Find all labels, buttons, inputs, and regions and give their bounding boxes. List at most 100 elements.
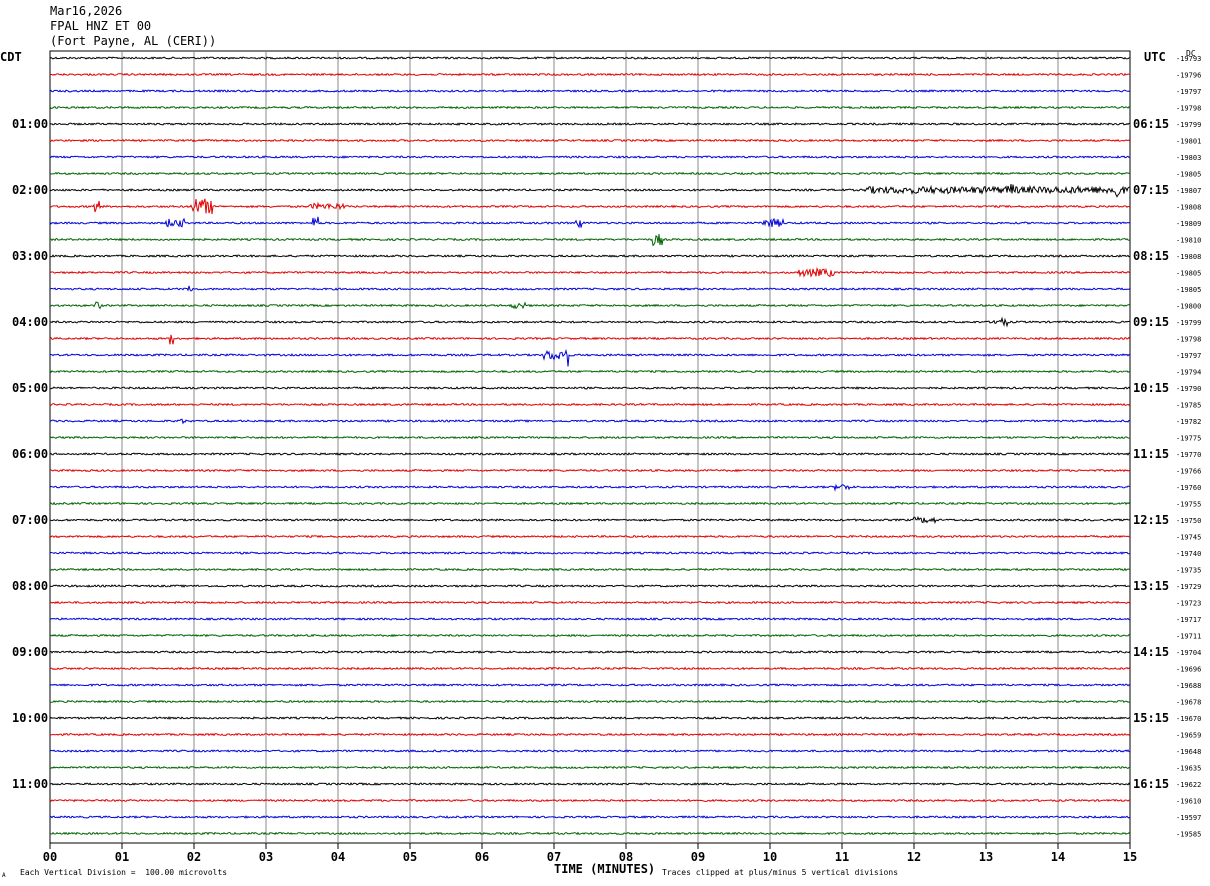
header-station: FPAL HNZ ET 00 — [50, 19, 152, 33]
dc-offset-label: -19797 — [1176, 352, 1201, 360]
dc-offset-label: -19807 — [1176, 187, 1201, 195]
seismic-trace — [49, 683, 1131, 687]
seismic-trace — [49, 316, 1131, 328]
seismic-trace — [49, 198, 1131, 215]
right-time-label: 14:15 — [1133, 645, 1169, 659]
seismic-trace — [49, 418, 1131, 425]
seismic-trace — [49, 650, 1131, 654]
seismic-trace — [49, 567, 1130, 572]
dc-offset-label: -19610 — [1176, 798, 1201, 806]
seismic-trace — [49, 184, 1130, 198]
dc-offset-label: -19805 — [1176, 171, 1201, 179]
x-tick-label: 13 — [979, 850, 993, 864]
right-time-label: 06:15 — [1133, 117, 1169, 131]
dc-offset-label: -19597 — [1176, 814, 1201, 822]
left-time-label: 01:00 — [12, 117, 48, 131]
dc-offset-label: -19735 — [1176, 567, 1201, 575]
dc-offset-label: -19800 — [1176, 303, 1201, 311]
seismic-trace — [49, 584, 1131, 588]
seismic-trace — [49, 89, 1131, 93]
dc-offset-label: -19794 — [1176, 369, 1201, 377]
clip-note: Traces clipped at plus/minus 5 vertical … — [662, 868, 899, 877]
dc-offset-label: -19785 — [1176, 402, 1201, 410]
left-time-label: 11:00 — [12, 777, 48, 791]
dc-offset-label: -19740 — [1176, 550, 1201, 558]
x-tick-label: 07 — [547, 850, 561, 864]
right-time-label: 15:15 — [1133, 711, 1169, 725]
seismic-trace — [49, 402, 1131, 407]
x-tick-label: 04 — [331, 850, 345, 864]
header-date: Mar16,2026 — [50, 4, 123, 18]
seismic-trace — [49, 266, 1131, 278]
left-time-label: 03:00 — [12, 249, 48, 263]
dc-offset-label: -19808 — [1176, 204, 1201, 212]
x-axis-title: TIME (MINUTES) — [554, 862, 656, 876]
dc-offset-label: -19696 — [1176, 666, 1201, 674]
dc-offset-label: -19585 — [1176, 831, 1201, 839]
dc-offset-label: -19711 — [1176, 633, 1201, 641]
dc-offset-label: -19805 — [1176, 286, 1201, 294]
dc-offset-label: -19688 — [1176, 682, 1201, 690]
dc-offset-label: -19659 — [1176, 732, 1201, 740]
right-time-label: 13:15 — [1133, 579, 1169, 593]
dc-offset-label: -19775 — [1176, 435, 1201, 443]
seismic-trace — [49, 285, 1131, 292]
dc-offset-label: -19798 — [1176, 336, 1201, 344]
dc-offset-label: -19801 — [1176, 138, 1201, 146]
dc-offset-label: -19648 — [1176, 748, 1201, 756]
seismic-trace — [49, 617, 1131, 621]
seismic-trace — [49, 138, 1131, 143]
seismic-trace — [49, 56, 1131, 60]
seismic-trace — [49, 798, 1131, 803]
x-tick-label: 01 — [115, 850, 129, 864]
seismic-trace — [49, 699, 1131, 704]
right-time-label: 08:15 — [1133, 249, 1169, 263]
dc-offset-label: -19755 — [1176, 501, 1201, 509]
left-timezone-label: CDT — [0, 50, 22, 64]
dc-label: DC — [1186, 49, 1196, 58]
x-tick-label: 10 — [763, 850, 777, 864]
dc-offset-label: -19799 — [1176, 121, 1201, 129]
seismic-trace — [49, 501, 1131, 506]
x-tick-label: 11 — [835, 850, 849, 864]
header-location: (Fort Payne, AL (CERI)) — [50, 34, 217, 48]
dc-offset-label: -19799 — [1176, 319, 1201, 327]
left-time-label: 04:00 — [12, 315, 48, 329]
seismic-trace — [49, 716, 1131, 720]
plot-frame — [49, 50, 1131, 844]
seismic-trace — [49, 815, 1131, 819]
x-tick-label: 02 — [187, 850, 201, 864]
seismic-trace — [49, 105, 1131, 110]
dc-offset-label: -19760 — [1176, 484, 1201, 492]
seismic-trace — [49, 155, 1131, 159]
x-tick-label: 14 — [1051, 850, 1065, 864]
right-time-label: 07:15 — [1133, 183, 1169, 197]
right-timezone-label: UTC — [1144, 50, 1166, 64]
seismic-trace — [50, 254, 1131, 258]
dc-offset-label: -19750 — [1176, 517, 1201, 525]
dc-offset-label: -19782 — [1176, 418, 1201, 426]
dc-offset-label: -19809 — [1176, 220, 1201, 228]
dc-offset-label: -19798 — [1176, 105, 1201, 113]
seismic-trace — [49, 749, 1130, 753]
x-tick-label: 00 — [43, 850, 57, 864]
dc-offset-label: -19808 — [1176, 253, 1201, 261]
dc-offset-label: -19622 — [1176, 781, 1201, 789]
dc-offset-label: -19717 — [1176, 616, 1201, 624]
seismic-trace — [49, 483, 1131, 492]
x-tick-label: 15 — [1123, 850, 1137, 864]
seismic-trace — [49, 171, 1131, 176]
seismic-trace — [49, 551, 1130, 555]
dc-offset-label: -19635 — [1176, 765, 1201, 773]
seismic-trace — [49, 334, 1131, 345]
left-time-label: 02:00 — [12, 183, 48, 197]
left-time-label: 07:00 — [12, 513, 48, 527]
seismic-trace — [49, 435, 1131, 440]
dc-offset-label: -19723 — [1176, 600, 1201, 608]
x-tick-label: 12 — [907, 850, 921, 864]
x-tick-label: 06 — [475, 850, 489, 864]
seismic-trace — [49, 369, 1131, 374]
x-tick-label: 05 — [403, 850, 417, 864]
seismic-trace — [49, 301, 1131, 310]
